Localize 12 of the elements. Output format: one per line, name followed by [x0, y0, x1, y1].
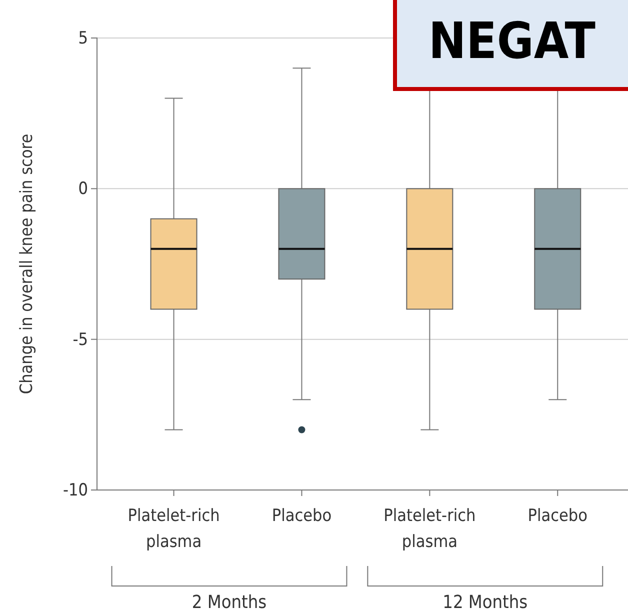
annotation: NEGAT — [428, 12, 596, 70]
text: 2 Months — [192, 592, 267, 613]
y-axis-title: Change in overall knee pain score — [17, 134, 37, 394]
y-tick-label: -10 — [63, 480, 88, 500]
x-tick-label: Placebo — [272, 506, 332, 526]
x-tick-label: Placebo — [528, 506, 588, 526]
x-tick-label: Platelet-rich plasma — [384, 506, 476, 552]
y-tick-label: 5 — [78, 28, 88, 48]
y-tick-label: -5 — [72, 330, 88, 350]
y-tick-label: 0 — [78, 179, 88, 200]
text: 12 Months — [442, 592, 528, 613]
x-tick-label: Platelet-rich plasma — [128, 506, 220, 552]
